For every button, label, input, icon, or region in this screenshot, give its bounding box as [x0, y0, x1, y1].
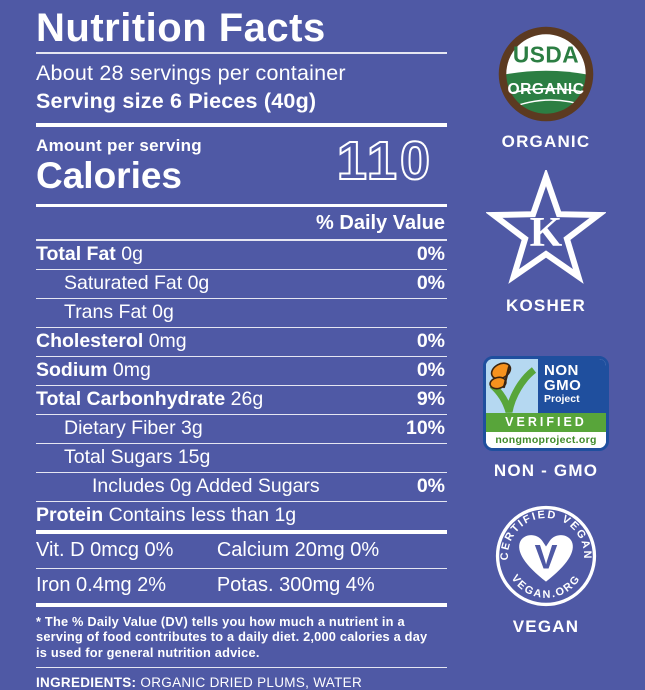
nutrient-name: Total Carbonhydrate 26g [36, 387, 264, 410]
nutrient-name: Total Fat 0g [36, 242, 143, 265]
usda-organic-seal-icon: USDA ORGANIC [498, 26, 594, 122]
daily-value-percent: 0% [416, 329, 445, 352]
kosher-star-icon: K [486, 170, 606, 284]
non-gmo-line1: NON [544, 362, 579, 379]
nutrition-label-page: Nutrition Facts About 28 servings per co… [36, 0, 645, 690]
divider [36, 52, 447, 54]
divider [36, 122, 447, 127]
non-gmo-line3: Project [544, 393, 580, 405]
verified-band: VERIFIED [486, 413, 606, 432]
nutrient-row-saturated-fat: Saturated Fat 0g 0% [36, 270, 447, 299]
nutrient-rows: Total Fat 0g 0% Saturated Fat 0g 0% Trans Fa… [36, 241, 447, 530]
calories-label: Calories [36, 154, 183, 196]
daily-value-percent: 10% [405, 416, 445, 439]
ingredients-line: INGREDIENTS: ORGANIC DRIED PLUMS, WATER [36, 675, 447, 690]
nutrient-row-sodium: Sodium 0mg 0% [36, 357, 447, 386]
usda-word: USDA [513, 42, 579, 68]
daily-value-percent: 0% [416, 242, 445, 265]
calories-block: Amount per serving Calories 110 [36, 130, 447, 196]
nutrient-name: Cholesterol 0mg [36, 329, 187, 352]
usda-organic-word: ORGANIC [508, 81, 585, 98]
serving-size: Serving size 6 Pieces (40g) [36, 88, 317, 113]
nutrition-facts-panel: Nutrition Facts About 28 servings per co… [36, 6, 447, 690]
nutrient-name: Includes 0g Added Sugars [92, 474, 320, 497]
daily-value-percent: 0% [416, 474, 445, 497]
nutrient-row-total-carbonhydrate: Total Carbonhydrate 26g 9% [36, 386, 447, 415]
divider [36, 239, 447, 241]
kosher-k-letter: K [530, 210, 563, 256]
nutrient-row-protein: Protein Contains less than 1g [36, 502, 447, 530]
micronutrient-value: Vit. D 0mcg 0% [36, 538, 174, 561]
non-gmo-top: NON GMO Project [486, 359, 606, 414]
servings-per-container: About 28 servings per container [36, 60, 346, 85]
micronutrient-rows: Vit. D 0mcg 0% Calcium 20mg 0% Iron 0.4mg … [36, 534, 447, 603]
non-gmo-caption: NON - GMO [493, 461, 599, 480]
nutrient-row-includes-0g-added-sugars: Includes 0g Added Sugars 0% [36, 473, 447, 502]
vegan-v-letter: V [535, 538, 558, 576]
nutrient-row-trans-fat: Trans Fat 0g [36, 299, 447, 328]
divider [36, 602, 447, 607]
micronutrient-row: Vit. D 0mcg 0% Calcium 20mg 0% [36, 534, 447, 568]
calories-labels: Amount per serving Calories [36, 136, 202, 196]
divider [36, 204, 447, 208]
nutrition-facts-title: Nutrition Facts [36, 6, 326, 50]
certified-vegan-icon: CERTIFIED VEGAN VEGAN.ORG V [495, 505, 597, 607]
nutrient-row-total-sugars: Total Sugars 15g [36, 444, 447, 473]
daily-value-percent: 0% [416, 358, 445, 381]
micronutrient-value: Iron 0.4mg 2% [36, 573, 167, 596]
non-gmo-line2: GMO [544, 377, 582, 394]
ingredients-value: ORGANIC DRIED PLUMS, WATER [140, 675, 362, 690]
nutrient-row-total-fat: Total Fat 0g 0% [36, 241, 447, 270]
nutrient-name: Dietary Fiber 3g [64, 416, 203, 439]
nutrient-row-cholesterol: Cholesterol 0mg 0% [36, 328, 447, 357]
non-gmo-wordmark: NON GMO Project [538, 359, 606, 413]
non-gmo-url: nongmoproject.org [486, 432, 606, 448]
daily-value-header: % Daily Value [316, 212, 445, 235]
certification-badges: USDA ORGANIC ORGANIC K KOSHER [447, 0, 645, 645]
daily-value-percent: 0% [416, 271, 445, 294]
nutrient-name: Total Sugars 15g [64, 445, 211, 468]
nutrient-name: Trans Fat 0g [64, 300, 174, 323]
organic-caption: ORGANIC [501, 132, 591, 151]
micronutrient-value: Calcium 20mg 0% [216, 538, 380, 561]
non-gmo-verified-badge-icon: NON GMO Project VERIFIED nongmoproject.o… [483, 356, 609, 451]
divider [36, 529, 447, 534]
daily-value-percent: 9% [416, 387, 445, 410]
micronutrient-value: Potas. 300mg 4% [216, 573, 375, 596]
amount-per-serving-label: Amount per serving [36, 135, 202, 155]
vegan-caption: VEGAN [512, 617, 580, 636]
daily-value-footnote: * The % Daily Value (DV) tells you how m… [36, 613, 428, 660]
ingredients-label: INGREDIENTS: [36, 675, 137, 690]
nutrient-name: Protein Contains less than 1g [36, 503, 297, 526]
nutrient-row-dietary-fiber: Dietary Fiber 3g 10% [36, 415, 447, 444]
nutrient-name: Saturated Fat 0g [64, 271, 210, 294]
butterfly-icon [486, 359, 538, 414]
calories-value: 110 [336, 130, 433, 191]
micronutrient-row: Iron 0.4mg 2% Potas. 300mg 4% [36, 567, 447, 603]
nutrient-name: Sodium 0mg [36, 358, 151, 381]
divider [36, 666, 447, 669]
kosher-caption: KOSHER [506, 296, 586, 315]
